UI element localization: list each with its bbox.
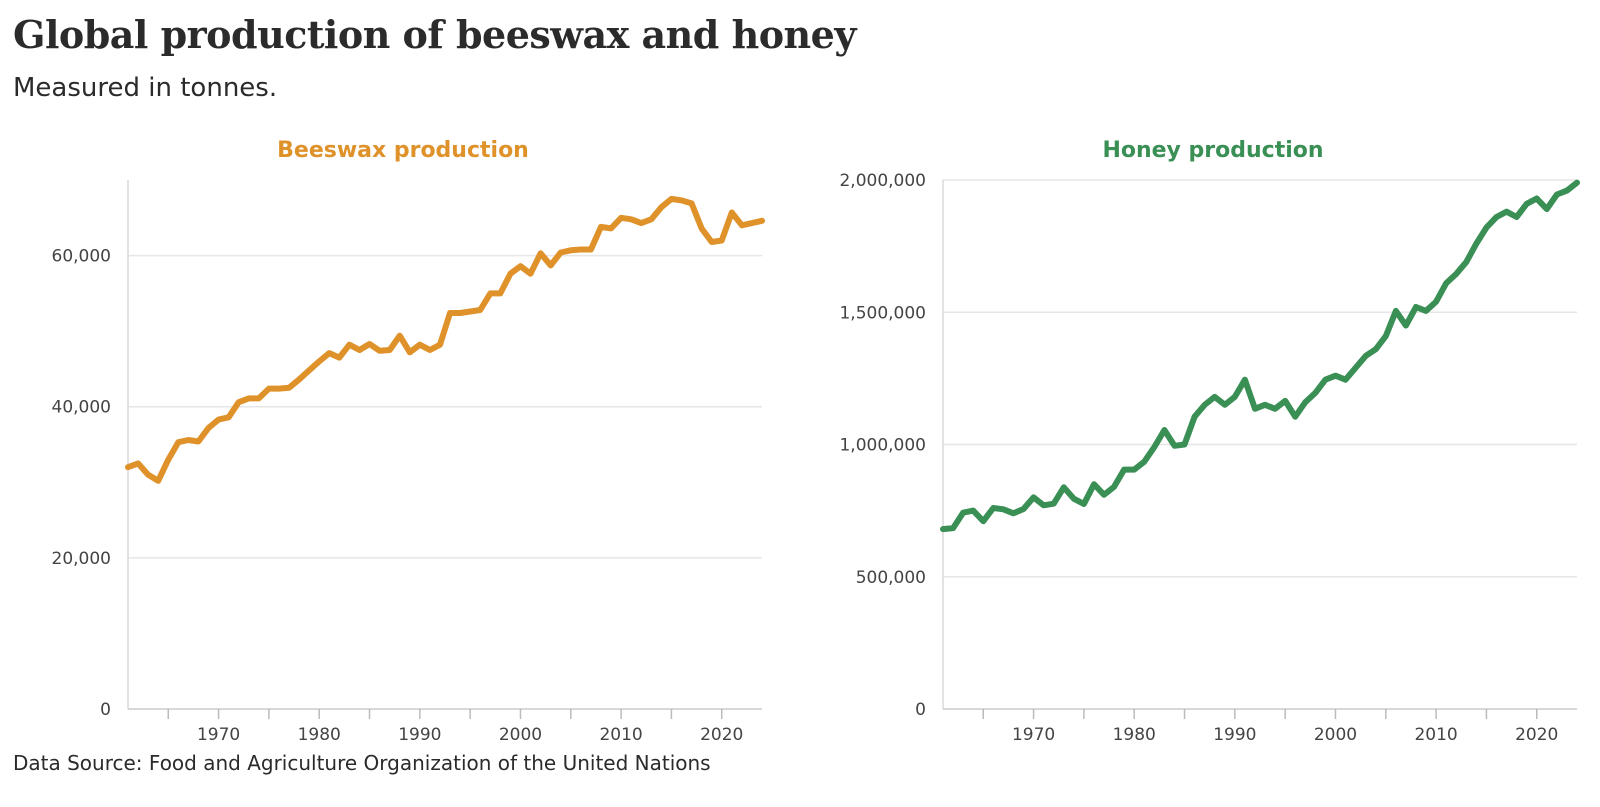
beeswax-panel: Beeswax production 0 20,000 40,000 60,000 1… bbox=[52, 138, 765, 745]
beeswax-series bbox=[125, 195, 765, 484]
honey-panel-title: Honey production bbox=[1102, 138, 1323, 163]
honey-series bbox=[940, 179, 1580, 533]
chart-subtitle: Measured in tonnes. bbox=[13, 73, 278, 103]
honey-y-tick-label: 2,000,000 bbox=[839, 171, 926, 191]
beeswax-x-tick-label: 1970 bbox=[197, 725, 240, 745]
beeswax-panel-title: Beeswax production bbox=[277, 138, 529, 163]
honey-y-tick-label: 1,000,000 bbox=[839, 436, 926, 456]
honey-x-tick-labels: 1970 1980 1990 2000 2010 2020 bbox=[1012, 725, 1558, 745]
honey-x-tick-label: 1980 bbox=[1113, 725, 1156, 745]
data-source-note: Data Source: Food and Agriculture Organi… bbox=[13, 751, 711, 775]
honey-x-tick-label: 1990 bbox=[1213, 725, 1256, 745]
beeswax-y-tick-label: 20,000 bbox=[52, 549, 111, 569]
beeswax-x-tick-labels: 1970 1980 1990 2000 2010 2020 bbox=[197, 725, 743, 745]
honey-series-line bbox=[940, 179, 1580, 533]
beeswax-y-tick-labels: 0 20,000 40,000 60,000 bbox=[52, 247, 111, 720]
beeswax-x-tick-label: 2010 bbox=[599, 725, 642, 745]
honey-y-tick-labels: 0 500,000 1,000,000 1,500,000 2,000,000 bbox=[839, 171, 926, 720]
honey-x-tick-label: 1970 bbox=[1012, 725, 1055, 745]
honey-panel: Honey production 0 500,000 1,000,000 1,500,… bbox=[839, 138, 1580, 745]
honey-x-tick-label: 2000 bbox=[1314, 725, 1357, 745]
beeswax-x-tick-label: 1990 bbox=[398, 725, 441, 745]
beeswax-axes bbox=[127, 180, 762, 719]
beeswax-y-tick-label: 40,000 bbox=[52, 398, 111, 418]
honey-axes bbox=[942, 180, 1577, 719]
beeswax-x-tick-label: 2020 bbox=[700, 725, 743, 745]
honey-gridlines bbox=[943, 179, 1577, 578]
honey-y-tick-label: 1,500,000 bbox=[839, 303, 926, 323]
honey-x-tick-label: 2020 bbox=[1515, 725, 1558, 745]
honey-x-tick-label: 2010 bbox=[1414, 725, 1457, 745]
beeswax-y-tick-label: 0 bbox=[100, 700, 111, 720]
beeswax-y-tick-label: 60,000 bbox=[52, 247, 111, 267]
honey-y-tick-label: 0 bbox=[915, 700, 926, 720]
beeswax-gridlines bbox=[128, 254, 762, 559]
beeswax-x-tick-label: 2000 bbox=[499, 725, 542, 745]
chart-title: Global production of beeswax and honey bbox=[13, 12, 856, 57]
beeswax-series-line bbox=[125, 195, 765, 484]
beeswax-x-tick-label: 1980 bbox=[298, 725, 341, 745]
honey-y-tick-label: 500,000 bbox=[856, 568, 926, 588]
